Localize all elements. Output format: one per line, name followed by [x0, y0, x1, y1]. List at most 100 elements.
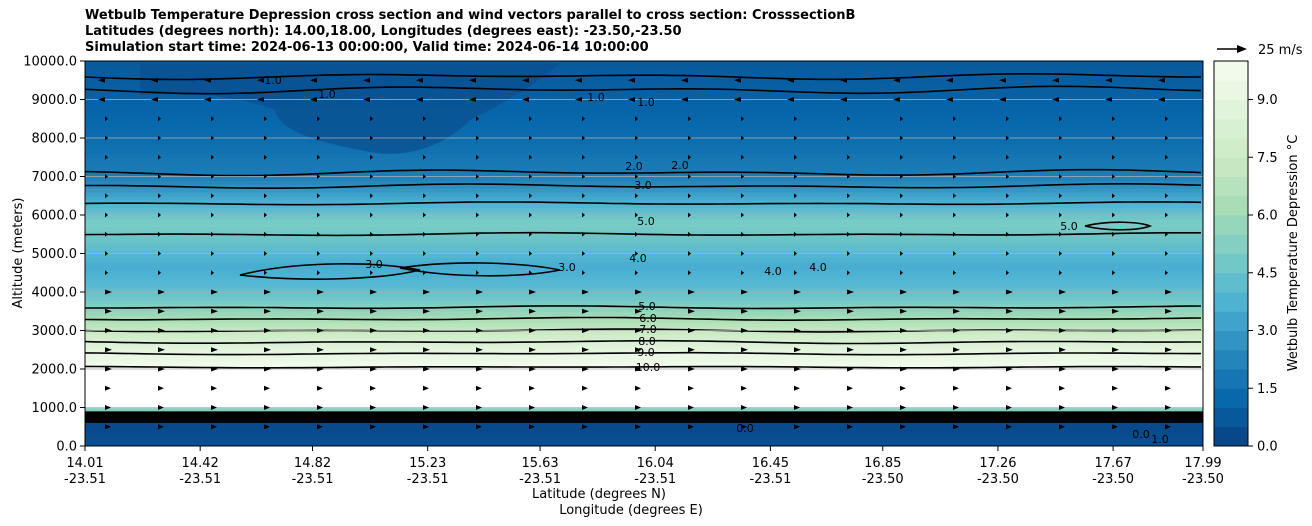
contour-label: 0.0: [1132, 428, 1150, 441]
field-band: [85, 299, 1203, 305]
wind-vector: [1059, 174, 1062, 179]
wind-vector: [105, 424, 111, 430]
wind-vector: [900, 231, 903, 237]
wind-vector: [635, 154, 638, 160]
wind-vector: [582, 289, 589, 295]
wind-vector: [105, 328, 112, 333]
wind-vector: [317, 347, 324, 353]
wind-vector: [582, 270, 585, 276]
wind-vector: [476, 116, 479, 122]
field-band: [85, 191, 1203, 197]
wind-vector: [264, 424, 270, 430]
wind-vector: [264, 231, 267, 237]
field-band: [85, 295, 1203, 301]
wind-vector: [1059, 424, 1065, 430]
x-tick-label-longitude: -23.50: [862, 472, 904, 487]
field-band: [85, 176, 1203, 181]
wind-vector: [953, 328, 960, 333]
wind-vector: [794, 328, 801, 333]
wind-vector: [522, 77, 529, 83]
field-band: [85, 426, 1203, 432]
field-band: [85, 272, 1203, 278]
colorbar-tick-label: 7.5: [1257, 151, 1278, 166]
wind-vector: [264, 193, 267, 199]
wind-vector: [1158, 77, 1165, 83]
wind-vector: [370, 231, 373, 237]
colorbar-ticks: 0.0 1.5 3.0 4.5 6.0 7.5 9.0: [1248, 93, 1278, 455]
wind-vector: [1052, 77, 1059, 83]
wind-vector: [476, 424, 482, 430]
wind-vector: [1165, 405, 1171, 410]
field-band: [85, 207, 1203, 212]
wind-vector: [370, 135, 373, 141]
wind-vector: [317, 231, 320, 237]
wind-vector: [847, 385, 853, 391]
wind-vector: [1006, 385, 1012, 391]
wind-vector: [158, 135, 161, 141]
wind-vector: [1112, 251, 1115, 256]
wind-vector: [741, 212, 744, 218]
title-line-3: Simulation start time: 2024-06-13 00:00:…: [85, 40, 649, 55]
wind-vector: [264, 385, 270, 391]
wind-vector: [635, 251, 638, 256]
wind-vector: [635, 347, 642, 353]
y-tick-label: 3000.0: [32, 324, 78, 339]
colorbar-label: Wetbulb Temperature Depression °C: [1286, 135, 1301, 372]
wind-vector: [529, 135, 532, 141]
y-tick-label: 6000.0: [32, 209, 78, 224]
field-band: [85, 307, 1203, 312]
wind-vector: [1165, 308, 1172, 314]
wind-vector: [158, 270, 161, 276]
wind-vector: [900, 328, 907, 333]
wind-vector: [317, 270, 320, 276]
y-tick-label: 10000.0: [23, 55, 77, 70]
wind-vector: [317, 193, 320, 199]
wind-vector: [688, 154, 691, 160]
wind-vector: [893, 97, 900, 102]
wind-vector: [476, 212, 479, 218]
wind-vector: [741, 135, 744, 141]
wind-vector: [1059, 366, 1066, 372]
surface-contour-band: [85, 411, 1203, 423]
x-tick-label-latitude: 14.42: [182, 456, 219, 471]
wind-vector: [635, 405, 641, 410]
wind-vector: [635, 328, 642, 333]
wind-vector: [1112, 231, 1115, 237]
wind-vector: [1165, 347, 1172, 353]
wind-vector: [476, 270, 479, 276]
x-tick-label-longitude: -23.50: [1092, 472, 1134, 487]
wind-vector: [476, 154, 479, 160]
colorbar-tick-label: 9.0: [1257, 93, 1278, 108]
wind-vector: [529, 212, 532, 218]
wind-vector: [151, 97, 158, 102]
field-band: [85, 195, 1203, 201]
contour-label: 10.0: [636, 361, 661, 374]
wind-vector: [794, 174, 797, 179]
y-tick-label: 0.0: [56, 440, 77, 455]
wind-vector: [999, 77, 1006, 83]
wind-vector: [211, 135, 214, 141]
wind-vector: [847, 193, 850, 199]
colorbar-band: [1214, 388, 1248, 408]
colorbar-tick-label: 0.0: [1257, 440, 1278, 455]
wind-vector: [582, 308, 589, 314]
wind-vector: [847, 231, 850, 237]
wind-vector: [741, 193, 744, 199]
field-band: [85, 180, 1203, 185]
field-band: [85, 403, 1203, 409]
x-axis-label-latitude: Latitude (degrees N): [532, 487, 666, 502]
x-tick-label-latitude: 17.67: [1095, 456, 1132, 471]
wind-vector: [105, 174, 108, 179]
colorbar-band: [1214, 272, 1248, 293]
colorbar-band: [1214, 118, 1248, 139]
wind-vector: [582, 193, 585, 199]
wind-vector: [688, 251, 691, 256]
wind-vector: [1052, 97, 1059, 102]
field-band: [85, 318, 1203, 324]
wind-vector: [847, 174, 850, 179]
wind-vector: [734, 97, 741, 102]
wind-vector: [1006, 193, 1009, 199]
field-band: [85, 430, 1203, 436]
wind-vector: [1059, 308, 1066, 314]
wind-vector: [423, 405, 429, 410]
